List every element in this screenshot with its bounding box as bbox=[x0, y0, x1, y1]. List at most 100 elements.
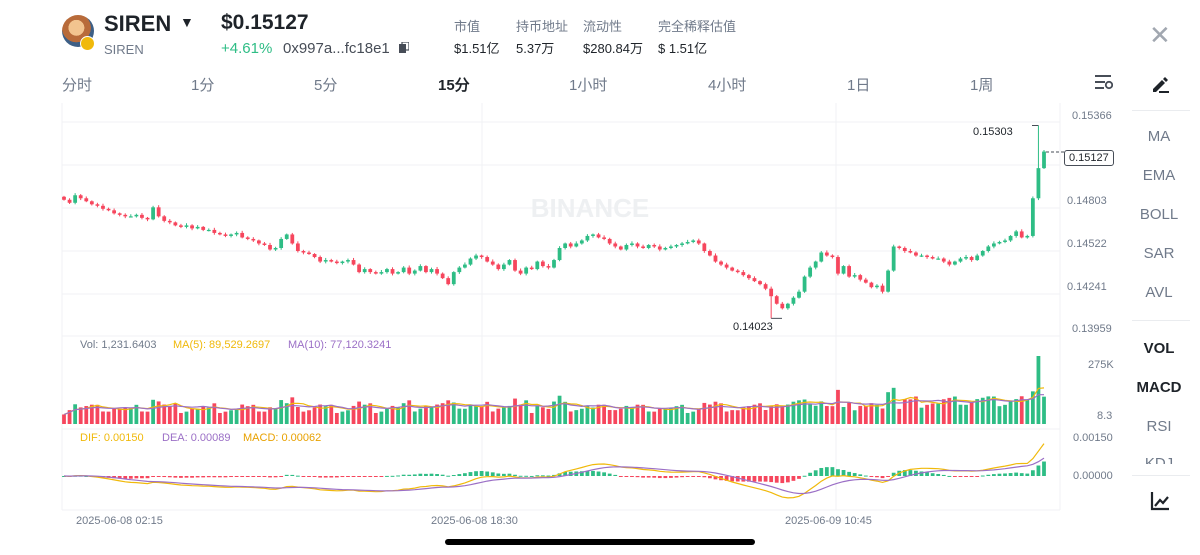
volume-bar bbox=[429, 407, 434, 424]
volume-bar bbox=[89, 404, 94, 424]
volume-bar bbox=[340, 411, 345, 424]
candle-body bbox=[641, 246, 645, 248]
candle-body bbox=[618, 246, 623, 250]
candle-body bbox=[67, 199, 72, 203]
candle-body bbox=[574, 243, 579, 247]
volume-tick: 8.3 bbox=[1097, 410, 1113, 422]
chart-type-icon[interactable] bbox=[1150, 491, 1170, 511]
volume-bar bbox=[234, 408, 239, 424]
macd-bar bbox=[769, 476, 774, 483]
tab-timeline[interactable]: 分时 bbox=[62, 77, 93, 94]
volume-bar bbox=[685, 412, 690, 424]
indicator-boll[interactable]: BOLL bbox=[1139, 206, 1179, 223]
volume-bar bbox=[824, 406, 829, 424]
tab-1m[interactable]: 1分 bbox=[191, 77, 215, 94]
macd-bar bbox=[858, 474, 863, 476]
macd-bar bbox=[396, 475, 400, 477]
price-tick: 0.14241 bbox=[1067, 281, 1107, 293]
macd-bar bbox=[930, 473, 935, 476]
tab-4h[interactable]: 4小时 bbox=[708, 77, 747, 94]
candle-body bbox=[841, 266, 846, 274]
volume-bar bbox=[424, 405, 428, 424]
contract-address[interactable]: 0x997a...fc18e1 bbox=[283, 40, 390, 57]
candle-body bbox=[128, 216, 133, 218]
indicator-sar[interactable]: SAR bbox=[1143, 245, 1175, 262]
volume-bar bbox=[474, 406, 478, 424]
volume-bar bbox=[563, 401, 568, 424]
macd-bar bbox=[318, 476, 323, 478]
tab-5m[interactable]: 5分 bbox=[314, 77, 338, 94]
macd-bar bbox=[156, 476, 161, 477]
candle-body bbox=[212, 229, 217, 233]
macd-bar bbox=[446, 475, 451, 477]
macd-bar bbox=[997, 473, 1002, 476]
indicator-avl[interactable]: AVL bbox=[1145, 284, 1173, 301]
indicator-rsi[interactable]: RSI bbox=[1146, 418, 1172, 435]
macd-bar bbox=[763, 476, 768, 482]
candle-body bbox=[329, 260, 334, 262]
volume-bar bbox=[624, 405, 629, 424]
volume-bar bbox=[863, 406, 868, 424]
caret-down-icon[interactable]: ▼ bbox=[180, 14, 194, 30]
indicator-vol[interactable]: VOL bbox=[1143, 340, 1175, 357]
macd-bar bbox=[479, 470, 484, 476]
chart-settings-icon[interactable] bbox=[1095, 74, 1113, 90]
volume-bar bbox=[730, 410, 735, 424]
volume-bar bbox=[140, 411, 144, 424]
candle-body bbox=[546, 266, 551, 268]
copy-icon[interactable] bbox=[399, 42, 409, 53]
candle-body bbox=[307, 252, 311, 255]
panel-divider bbox=[1132, 110, 1190, 111]
volume-bar bbox=[657, 408, 662, 424]
macd-bar bbox=[680, 476, 684, 478]
close-icon[interactable]: ✕ bbox=[1149, 20, 1171, 50]
macd-bar bbox=[891, 472, 896, 476]
indicator-ema[interactable]: EMA bbox=[1142, 167, 1176, 184]
volume-bar bbox=[719, 403, 723, 424]
volume-bar bbox=[735, 410, 740, 424]
volume-bar bbox=[457, 408, 462, 424]
macd-bar bbox=[518, 475, 523, 477]
tab-15m[interactable]: 15分 bbox=[438, 77, 470, 94]
candle-body bbox=[596, 234, 601, 238]
candle-body bbox=[802, 276, 807, 292]
candle-body bbox=[78, 195, 83, 199]
tab-1h[interactable]: 1小时 bbox=[569, 77, 608, 94]
volume-bar bbox=[1003, 404, 1007, 424]
volume-bar bbox=[401, 403, 406, 424]
macd-bar bbox=[390, 475, 395, 477]
volume-bar bbox=[524, 400, 529, 424]
volume-bar bbox=[212, 403, 217, 424]
volume-bar bbox=[279, 400, 284, 424]
draw-tool-icon[interactable] bbox=[1150, 74, 1170, 94]
macd-bar bbox=[513, 474, 517, 476]
panel-divider bbox=[1132, 475, 1190, 476]
volume-bar bbox=[440, 403, 445, 424]
volume-bar bbox=[385, 408, 389, 424]
macd-bar bbox=[579, 471, 584, 476]
volume-bar bbox=[1030, 391, 1035, 424]
indicator-ma[interactable]: MA bbox=[1147, 128, 1171, 145]
tab-1d[interactable]: 1日 bbox=[847, 77, 871, 94]
indicator-kdj[interactable]: KDJ bbox=[1144, 455, 1174, 464]
macd-bar bbox=[925, 472, 929, 476]
indicator-macd[interactable]: MACD bbox=[1136, 379, 1182, 396]
volume-bar bbox=[791, 401, 796, 424]
volume-bar bbox=[407, 400, 412, 424]
macd-bar bbox=[663, 476, 668, 479]
macd-bar bbox=[273, 476, 278, 478]
candle-body bbox=[1025, 235, 1030, 238]
candle-body bbox=[362, 269, 367, 273]
candle-body bbox=[268, 244, 272, 250]
price-tick: 0.15366 bbox=[1072, 110, 1112, 122]
price-tick: 0.14803 bbox=[1067, 195, 1107, 207]
macd-bar bbox=[991, 474, 996, 476]
macd-bar bbox=[451, 475, 456, 477]
high-price-label: 0.15303 bbox=[973, 126, 1013, 138]
macd-bar bbox=[980, 475, 985, 477]
token-symbol[interactable]: SIREN bbox=[104, 11, 172, 36]
volume-bar bbox=[780, 405, 785, 424]
candle-body bbox=[930, 257, 935, 259]
tab-1w[interactable]: 1周 bbox=[970, 77, 994, 94]
